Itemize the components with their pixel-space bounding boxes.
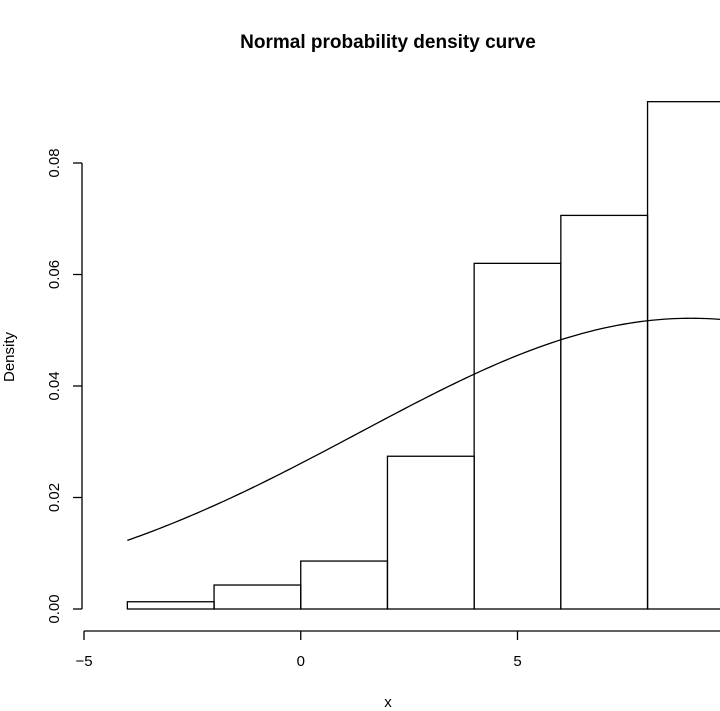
histogram-bar-5 [560,214,649,610]
plot-area [126,101,720,610]
y-tick-label-0: 0.00 [46,594,63,623]
x-axis-label: x [384,694,392,711]
histogram-bar-2 [300,560,389,610]
y-tick-label-3: 0.06 [46,260,63,289]
chart-title: Normal probability density curve [240,32,536,53]
y-axis: 0.00 0.02 0.04 0.06 0.08 [46,148,83,624]
histogram-bar-3 [386,455,475,610]
histogram-bar-1 [213,584,302,610]
x-tick-label-2: 5 [513,653,521,670]
y-axis-label: Density [1,331,18,382]
y-tick-label-4: 0.08 [46,148,63,177]
y-tick-label-2: 0.04 [46,371,63,400]
x-tick-label-1: 0 [297,653,305,670]
normal-density-curve [127,317,720,541]
histogram-bar-6 [646,101,720,610]
histogram-bar-4 [473,262,562,610]
y-tick-label-1: 0.02 [46,483,63,512]
histogram-bar-0 [126,601,215,610]
x-tick-label-0: −5 [75,653,92,670]
x-axis: −505101520 [75,630,720,670]
